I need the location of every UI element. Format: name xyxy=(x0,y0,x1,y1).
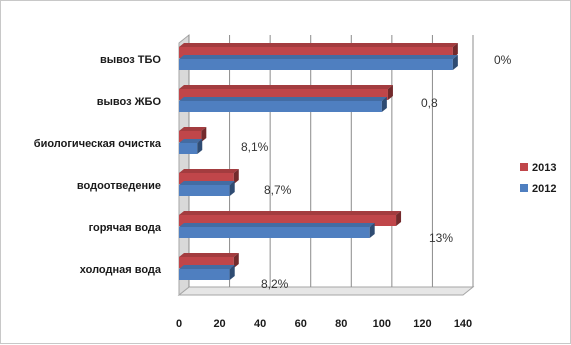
bar-top-2013-4 xyxy=(179,211,402,215)
bar-2012-3 xyxy=(179,185,230,196)
bar-top-2013-2 xyxy=(179,127,207,131)
bar-side-2012-3 xyxy=(229,181,235,196)
legend-label: 2013 xyxy=(532,162,556,174)
legend-label: 2012 xyxy=(532,183,556,195)
bar-side-2013-3 xyxy=(233,169,239,184)
x-tick-labels: 0 20 40 60 80 100 120 140 xyxy=(176,318,472,330)
bar-2013-2 xyxy=(179,131,202,142)
bar-top-2012-5 xyxy=(179,265,235,269)
bar-side-2013-2 xyxy=(201,127,207,142)
bar-2013-4 xyxy=(179,215,397,226)
value-annotation: 0% xyxy=(494,53,512,67)
bars xyxy=(179,43,458,280)
bar-2012-5 xyxy=(179,269,230,280)
bar-2013-0 xyxy=(179,47,453,58)
bar-side-2013-5 xyxy=(233,253,239,268)
x-tick-label: 0 xyxy=(176,318,182,330)
x-tick-label: 80 xyxy=(335,318,347,330)
value-annotation: 8,2% xyxy=(261,277,289,291)
gridlines xyxy=(188,35,474,287)
bar-top-2013-1 xyxy=(179,85,393,89)
category-label: вывоз ЖБО xyxy=(97,96,162,108)
value-annotation: 0,8 xyxy=(421,96,438,110)
bar-top-2012-2 xyxy=(179,139,203,143)
bar-side-2013-4 xyxy=(396,211,402,226)
category-label: вывоз ТБО xyxy=(100,54,161,66)
bar-2013-1 xyxy=(179,89,388,100)
x-tick-label: 20 xyxy=(213,318,225,330)
bar-top-2012-3 xyxy=(179,181,235,185)
category-label: холодная вода xyxy=(80,264,162,276)
bar-side-2012-0 xyxy=(452,55,458,70)
bar-top-2012-0 xyxy=(179,55,458,59)
value-annotation: 8,1% xyxy=(241,140,269,154)
x-tick-label: 100 xyxy=(373,318,391,330)
bar-2013-5 xyxy=(179,257,234,268)
bar-top-2013-3 xyxy=(179,169,239,173)
category-label: горячая вода xyxy=(89,222,162,234)
bar-top-2012-1 xyxy=(179,97,387,101)
bar-side-2012-4 xyxy=(369,223,375,238)
bar-2012-2 xyxy=(179,143,198,154)
bar-2012-0 xyxy=(179,59,453,70)
bar-2013-3 xyxy=(179,173,234,184)
x-tick-label: 40 xyxy=(254,318,266,330)
category-label: биологическая очистка xyxy=(34,138,162,150)
plot-floor xyxy=(177,286,475,296)
legend: 2013 2012 xyxy=(520,162,556,195)
bar-side-2012-2 xyxy=(197,139,203,154)
bar-top-2012-4 xyxy=(179,223,375,227)
bar-side-2012-1 xyxy=(381,97,387,112)
bar-side-2013-1 xyxy=(387,85,393,100)
value-annotation: 8,7% xyxy=(264,183,292,197)
bar-top-2013-0 xyxy=(179,43,458,47)
legend-swatch xyxy=(520,184,528,192)
bar-2012-4 xyxy=(179,227,370,238)
bar-side-2013-0 xyxy=(452,43,458,58)
value-annotation: 13% xyxy=(429,231,453,245)
x-tick-label: 120 xyxy=(413,318,431,330)
bar-top-2013-5 xyxy=(179,253,239,257)
x-tick-label: 140 xyxy=(454,318,472,330)
legend-swatch xyxy=(520,163,528,171)
category-label: водоотведение xyxy=(77,180,161,192)
x-tick-label: 60 xyxy=(295,318,307,330)
category-labels: вывоз ТБО вывоз ЖБО биологическая очистка в… xyxy=(34,54,162,276)
bar-2012-1 xyxy=(179,101,382,112)
bar-side-2012-5 xyxy=(229,265,235,280)
value-annotations: 0% 0,8 8,1% 8,7% 13% 8,2% xyxy=(241,53,512,291)
